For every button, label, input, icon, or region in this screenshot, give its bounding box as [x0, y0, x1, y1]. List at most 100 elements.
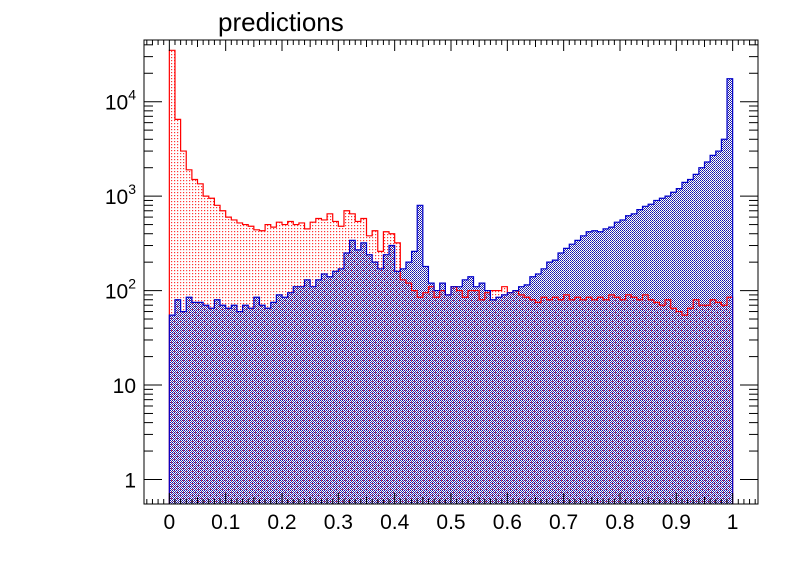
bar-series1-bin-4 [191, 302, 198, 504]
bar-series1-bin-14 [248, 308, 254, 504]
y-tick-label: 1 [124, 469, 136, 492]
bar-series1-bin-55 [479, 283, 485, 504]
bar-series1-bin-2 [180, 311, 187, 504]
bar-series1-bin-73 [580, 235, 587, 504]
bar-series1-bin-79 [614, 222, 620, 505]
bar-series1-bin-38 [383, 254, 390, 504]
bar-series1-bin-31 [343, 253, 350, 504]
bar-series1-bin-96 [710, 155, 716, 504]
bar-series1-bin-17 [265, 308, 271, 504]
bar-series1-bin-63 [524, 284, 530, 504]
x-axis: 0 0.1 0.2 0.3 0.4 0.5 0.6 0.7 0.8 0.9 1 [146, 40, 756, 534]
bar-series1-bin-5 [197, 302, 204, 504]
bar-series1-bin-32 [349, 240, 356, 504]
bar-series1-bin-93 [693, 174, 699, 504]
chart-title: predictions [218, 7, 344, 37]
bar-series1-bin-42 [405, 262, 412, 504]
bar-series1-bin-56 [484, 290, 491, 504]
x-tick-label: 0.1 [211, 511, 240, 534]
bar-series1-bin-60 [507, 292, 513, 504]
bar-series1-bin-92 [687, 179, 694, 504]
bar-series1-bin-45 [422, 266, 429, 504]
bar-series1-bin-35 [366, 254, 373, 504]
bar-series1-bin-84 [642, 206, 649, 504]
bar-series1-bin-57 [490, 299, 497, 504]
bar-series1-bin-15 [253, 297, 260, 504]
bar-series1-bin-82 [631, 213, 637, 504]
bar-series1-bin-37 [377, 268, 384, 504]
bar-series1-bin-91 [681, 182, 688, 504]
bar-series1-bin-74 [586, 231, 592, 504]
bar-series1-bin-3 [186, 297, 192, 504]
x-tick-label: 0.4 [380, 511, 410, 534]
bar-series1-bin-33 [355, 249, 361, 504]
bar-series1-bin-9 [220, 305, 226, 504]
bar-series1-bin-28 [327, 276, 333, 504]
x-tick-label: 1 [727, 511, 739, 534]
bar-series1-bin-88 [665, 196, 671, 504]
bar-series1-bin-36 [372, 262, 378, 504]
bar-series1-bin-94 [698, 167, 705, 504]
bar-series1-bin-58 [496, 297, 502, 504]
bar-series1-bin-54 [473, 286, 480, 504]
y-tick-label: 10 [113, 375, 136, 398]
bar-series1-bin-95 [704, 161, 711, 504]
bar-series1-bin-26 [315, 279, 322, 504]
bar-series1-bin-90 [676, 188, 682, 505]
bar-series1-bin-27 [321, 273, 328, 504]
bar-series1-bin-41 [400, 268, 406, 504]
x-tick-label: 0.5 [436, 511, 465, 534]
series-blue-histogram [169, 78, 733, 505]
bar-series1-bin-67 [546, 262, 553, 504]
bar-series1-bin-86 [653, 200, 660, 505]
bar-series1-bin-22 [293, 286, 299, 504]
x-tick-label: 0.9 [662, 511, 691, 534]
bar-series1-bin-51 [456, 286, 463, 504]
bar-series1-bin-16 [259, 305, 266, 504]
bar-series1-bin-70 [563, 248, 570, 504]
x-tick-label: 0.6 [493, 511, 522, 534]
bar-series1-bin-18 [270, 302, 277, 504]
series-blue-outline [168, 78, 734, 504]
bar-series1-bin-62 [518, 286, 525, 504]
bar-series1-bin-39 [389, 245, 395, 504]
bar-series1-bin-69 [558, 253, 564, 504]
bar-series1-bin-68 [552, 260, 559, 504]
bar-series1-bin-98 [721, 139, 728, 505]
bar-series1-bin-40 [394, 271, 401, 504]
bar-series1-bin-89 [670, 192, 677, 504]
bar-series1-bin-23 [298, 286, 305, 504]
bar-series1-bin-80 [619, 219, 626, 505]
y-tick-label: 102 [105, 276, 136, 304]
bar-series1-bin-6 [203, 305, 209, 504]
bar-series1-bin-78 [608, 227, 615, 504]
bar-series1-bin-47 [434, 290, 440, 504]
bar-series1-bin-59 [501, 294, 508, 504]
y-axis: 1 10 102 103 104 [105, 44, 758, 492]
bar-series1-bin-0 [169, 315, 175, 504]
bar-series1-bin-13 [242, 305, 249, 504]
bar-series1-bin-8 [214, 299, 221, 504]
bar-series1-bin-43 [411, 251, 418, 504]
bar-series1-bin-44 [417, 205, 423, 504]
y-tick-label: 104 [105, 87, 136, 115]
bar-series1-bin-7 [208, 308, 215, 504]
bar-series1-bin-75 [591, 230, 598, 505]
bar-series1-bin-11 [231, 305, 237, 504]
bar-series1-bin-65 [535, 273, 542, 504]
bar-series1-bin-20 [282, 297, 288, 504]
bar-series1-bin-52 [462, 279, 468, 504]
bar-series1-bin-83 [636, 209, 643, 504]
bar-series1-bin-85 [648, 204, 654, 504]
bar-series1-bin-34 [360, 242, 367, 504]
y-tick-label: 103 [105, 181, 136, 209]
x-tick-label: 0.8 [605, 511, 634, 534]
bar-series1-bin-76 [597, 231, 604, 504]
bar-series1-bin-46 [428, 283, 435, 504]
bar-series1-bin-49 [445, 294, 451, 504]
bar-series1-bin-25 [310, 286, 316, 504]
x-tick-label: 0.3 [324, 511, 353, 534]
x-tick-label: 0 [164, 511, 176, 534]
bar-series1-bin-87 [659, 198, 666, 504]
